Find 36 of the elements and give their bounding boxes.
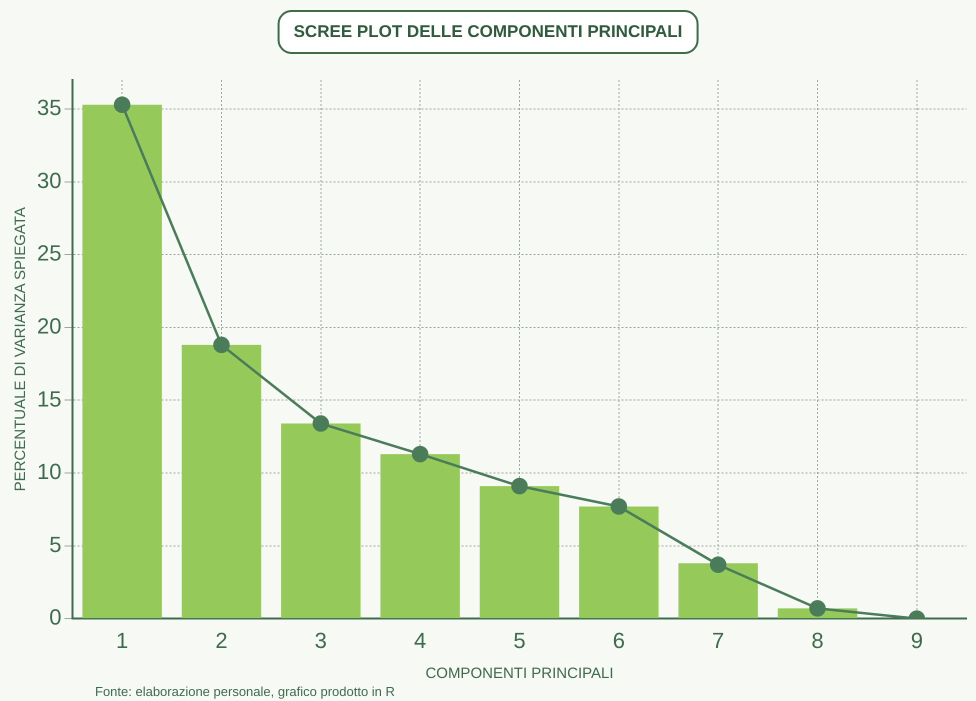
x-tick-label: 2 bbox=[215, 628, 228, 653]
x-tick-label: 9 bbox=[910, 628, 923, 653]
y-tick-label: 20 bbox=[36, 314, 62, 339]
point bbox=[312, 415, 330, 432]
y-tick-label: 15 bbox=[36, 386, 62, 412]
x-tick-label: 6 bbox=[612, 628, 625, 653]
x-tick-label: 4 bbox=[414, 628, 426, 653]
point bbox=[511, 478, 528, 494]
point bbox=[809, 600, 826, 617]
point bbox=[213, 336, 230, 354]
x-tick-label: 8 bbox=[811, 628, 824, 653]
x-tick-label: 1 bbox=[116, 628, 128, 653]
bar bbox=[82, 104, 162, 618]
y-tick-label: 10 bbox=[36, 459, 62, 484]
x-tick-label: 5 bbox=[513, 628, 526, 653]
x-tick-label: 3 bbox=[314, 628, 327, 653]
y-tick-label: 5 bbox=[49, 532, 62, 557]
bar bbox=[480, 486, 560, 618]
source-note: Fonte: elaborazione personale, grafico prodotto in R bbox=[95, 684, 395, 699]
bar bbox=[678, 563, 758, 618]
point bbox=[412, 446, 428, 462]
bar bbox=[182, 344, 262, 618]
chart-title: SCREE PLOT DELLE COMPONENTI PRINCIPALI bbox=[278, 10, 698, 54]
point bbox=[710, 556, 726, 573]
y-axis-title: PERCENTUALE DI VARIANZA SPIEGATA bbox=[12, 207, 30, 492]
y-tick-label: 30 bbox=[36, 168, 62, 193]
x-axis-title: COMPONENTI PRINCIPALI bbox=[425, 665, 614, 682]
bar bbox=[579, 506, 659, 618]
x-tick-label: 7 bbox=[712, 628, 724, 653]
point bbox=[114, 96, 130, 113]
y-tick-label: 25 bbox=[36, 240, 62, 266]
y-tick-label: 35 bbox=[36, 95, 62, 120]
bar bbox=[380, 454, 460, 618]
bar bbox=[281, 424, 361, 618]
point bbox=[610, 498, 628, 515]
y-tick-label: 0 bbox=[49, 604, 62, 630]
